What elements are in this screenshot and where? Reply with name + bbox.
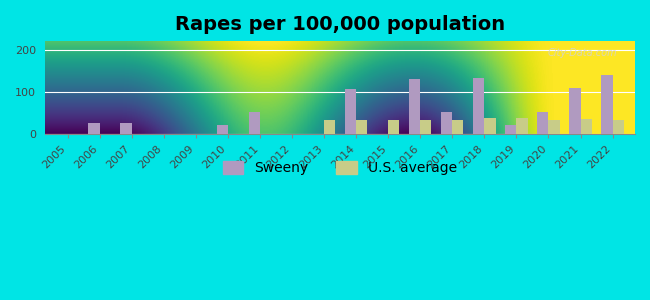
Bar (538, 112, 549, 134)
Bar (409, 79, 420, 134)
Bar (420, 121, 432, 134)
Bar (612, 120, 624, 134)
Bar (88, 123, 99, 134)
Bar (249, 112, 260, 134)
Bar (569, 88, 580, 134)
Bar (345, 89, 356, 134)
Bar (484, 118, 495, 134)
Bar (356, 120, 367, 134)
Bar (216, 125, 228, 134)
Bar (612, 120, 624, 134)
Bar (120, 123, 132, 134)
Bar (249, 112, 260, 134)
Bar (473, 78, 484, 134)
Bar (549, 120, 560, 134)
Text: City-Data.com: City-Data.com (548, 48, 617, 58)
Bar (409, 79, 420, 134)
Bar (420, 121, 432, 134)
Bar (216, 125, 228, 134)
Bar (388, 120, 399, 134)
Bar (120, 123, 132, 134)
Bar (345, 89, 356, 134)
Bar (569, 88, 580, 134)
Bar (505, 125, 516, 134)
Bar (473, 78, 484, 134)
Bar (549, 120, 560, 134)
Bar (516, 118, 528, 134)
Bar (601, 75, 612, 134)
Bar (388, 120, 399, 134)
Bar (88, 123, 99, 134)
Bar (580, 119, 592, 134)
Bar (441, 112, 452, 134)
Bar (580, 119, 592, 134)
Title: Rapes per 100,000 population: Rapes per 100,000 population (175, 15, 505, 34)
Bar (452, 121, 463, 134)
Bar (441, 112, 452, 134)
Bar (324, 121, 335, 134)
Bar (516, 118, 528, 134)
Legend: Sweeny, U.S. average: Sweeny, U.S. average (217, 156, 463, 181)
Bar (484, 118, 495, 134)
Bar (538, 112, 549, 134)
Bar (452, 121, 463, 134)
Bar (601, 75, 612, 134)
Bar (324, 121, 335, 134)
Bar (356, 120, 367, 134)
Bar (505, 125, 516, 134)
